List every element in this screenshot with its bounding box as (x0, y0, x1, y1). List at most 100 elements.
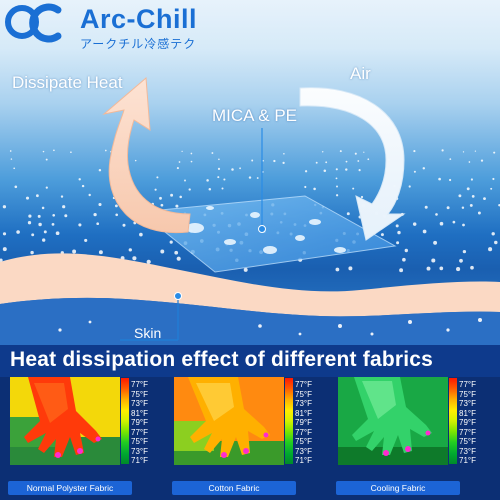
temp-label: 81°F (131, 408, 148, 418)
temperature-scale (121, 378, 129, 464)
fabric-dot (262, 159, 264, 162)
fabric-dot (491, 232, 495, 236)
fabric-dot (45, 158, 48, 161)
fabric-dot (313, 187, 316, 191)
fabric-dot (139, 232, 143, 237)
fabric-dot (424, 205, 428, 209)
fabric-dot (304, 170, 308, 173)
fabric-dot (422, 167, 426, 170)
fabric-dot (170, 193, 174, 197)
fabric-dot (51, 223, 55, 226)
fabric-dot (178, 161, 181, 163)
fabric-dot (466, 187, 470, 191)
fabric-dot (360, 195, 364, 199)
air-arrow-icon (299, 87, 406, 241)
fabric-dot (345, 168, 348, 171)
fabric-dot (488, 247, 493, 252)
fabric-dot (160, 203, 164, 207)
fabric-dot (72, 249, 77, 254)
fabric-dot (441, 149, 444, 152)
temp-label: 77°F (295, 380, 312, 389)
fabric-dot (37, 214, 41, 218)
mica-pe-sheet (138, 195, 397, 273)
fabric-dot (60, 195, 64, 198)
temperature-labels: 77°F 75°F 73°F 81°F 79°F 77°F 75°F 73°F … (131, 380, 163, 466)
fabric-dot (88, 193, 91, 197)
temp-label: 81°F (295, 408, 312, 418)
fabric-dot (397, 230, 401, 235)
fabric-dot (0, 258, 3, 263)
temp-label: 79°F (295, 418, 312, 427)
fabric-dot (208, 187, 212, 191)
skin-layer (0, 253, 500, 317)
fabric-dot (354, 152, 357, 155)
fabric-dot (218, 158, 220, 161)
fabric-dot (156, 176, 159, 179)
thermal-image (338, 377, 448, 465)
fabric-dot (399, 268, 404, 273)
fabric-dot (221, 187, 224, 190)
fabric-dot (27, 221, 32, 225)
fabric-dot (53, 149, 55, 152)
fabric-dot (115, 213, 119, 217)
fabric-dot (477, 211, 481, 215)
fabric-dot (174, 250, 179, 255)
fabric-dot (188, 188, 191, 191)
fabric-dot (348, 266, 353, 271)
fabric-dot (494, 240, 498, 245)
fabric-dot (175, 204, 179, 208)
fabric-dot (211, 152, 214, 154)
air-label: Air (350, 64, 371, 83)
fabric-dot (223, 178, 226, 181)
fabric-dot (462, 151, 465, 153)
fabric-dot (248, 176, 252, 179)
fabric-dot (179, 195, 182, 199)
fabric-dot (449, 178, 452, 182)
fabric-dot (335, 168, 338, 171)
fabric-dot (190, 152, 193, 155)
fabric-dot (78, 223, 82, 227)
fabric-dot (493, 151, 496, 154)
thermal-hand-image (10, 377, 120, 465)
fabric-dot (336, 185, 338, 188)
fabric-dot (36, 194, 39, 198)
fabric-dot (16, 230, 20, 234)
fabric-dot (470, 178, 473, 181)
fabric-caption: Cooling Fabric (336, 481, 460, 495)
fabric-dot (190, 160, 193, 163)
fabric-dot (426, 266, 431, 271)
fabric-dot (122, 223, 126, 227)
temperature-scale (285, 378, 293, 464)
fabric-dot (78, 178, 81, 181)
fabric-dot (304, 185, 307, 189)
fabric-dot (96, 222, 100, 226)
fabric-dot (412, 222, 417, 226)
fabric-dot (282, 161, 285, 165)
temp-label: 79°F (131, 418, 148, 427)
temperature-scale (449, 378, 457, 464)
fabric-dot (256, 177, 259, 179)
temp-label: 71°F (131, 456, 148, 465)
fabric-dot (114, 204, 118, 208)
fabric-dot (10, 158, 13, 160)
heat-arrow-icon (102, 76, 191, 234)
thermal-image (10, 377, 120, 465)
fabric-dot (452, 220, 456, 224)
fabric-dot (404, 248, 408, 253)
fabric-dot (358, 169, 361, 172)
fabric-dot (468, 161, 471, 163)
fabric-dot (470, 265, 474, 270)
temp-label: 75°F (131, 437, 148, 446)
fabric-dot (134, 159, 137, 162)
temperature-labels: 77°F 75°F 73°F 81°F 79°F 77°F 75°F 73°F … (459, 380, 491, 466)
section-heading: Heat dissipation effect of different fab… (10, 348, 434, 371)
fabric-dot (176, 256, 181, 261)
fabric-dot (345, 160, 348, 163)
fabric-dot (104, 149, 107, 152)
fabric-dot (146, 259, 151, 265)
fabric-dot (128, 248, 132, 252)
fabric-dot (439, 221, 444, 226)
fabric-dot (352, 187, 355, 190)
fabric-dot (42, 238, 46, 242)
